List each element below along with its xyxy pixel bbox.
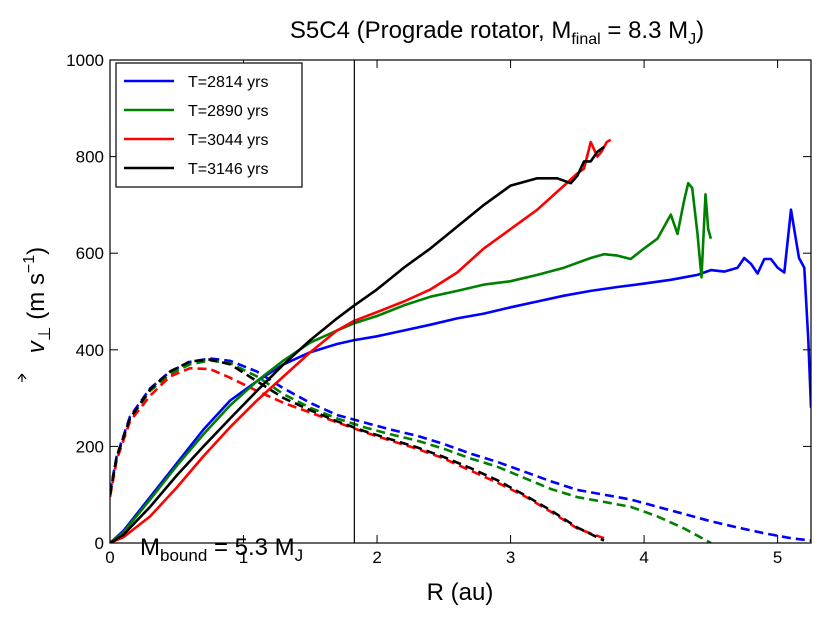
y-axis-label: v⊥ (m s−1) <box>21 247 54 353</box>
y-tick-label-0: 0 <box>95 534 104 553</box>
y-tick-label-1000: 1000 <box>66 51 104 70</box>
x-tick-label-3: 3 <box>506 548 515 567</box>
series-solid-1 <box>110 181 713 543</box>
legend-label-1: T=2890 yrs <box>188 103 268 120</box>
series-dashed-3 <box>110 358 605 542</box>
legend: T=2814 yrs T=2890 yrs T=3044 yrs T=3146 yrs <box>115 62 303 188</box>
series-layer <box>110 138 811 543</box>
bound-mass-annotation: Mbound = 5.3 MJ <box>140 534 303 565</box>
x-tick-label-4: 4 <box>639 548 648 567</box>
legend-box <box>115 62 303 188</box>
legend-label-0: T=2814 yrs <box>188 74 268 91</box>
y-tick-label-600: 600 <box>76 244 104 263</box>
y-tick-label-800: 800 <box>76 148 104 167</box>
series-solid-0 <box>110 208 811 543</box>
ticks-layer: 0 1 2 3 4 5 0 200 400 600 800 1000 <box>66 51 811 567</box>
x-tick-label-2: 2 <box>372 548 381 567</box>
x-tick-label-0: 0 <box>105 548 114 567</box>
x-axis-label: R (au) <box>427 579 494 606</box>
y-tick-label-400: 400 <box>76 341 104 360</box>
series-solid-3 <box>110 145 605 543</box>
chart-title: S5C4 (Prograde rotator, Mfinal = 8.3 MJ) <box>290 17 704 48</box>
series-dashed-1 <box>110 359 712 543</box>
y-tick-label-200: 200 <box>76 437 104 456</box>
series-solid-2 <box>110 138 612 543</box>
x-tick-label-5: 5 <box>773 548 782 567</box>
x-tick-label-1: 1 <box>239 548 248 567</box>
legend-label-2: T=3044 yrs <box>188 132 268 149</box>
series-dashed-2 <box>110 366 605 540</box>
legend-label-3: T=3146 yrs <box>188 161 268 178</box>
series-dashed-0 <box>110 357 811 542</box>
plot-frame <box>109 59 812 544</box>
y-axis-label-group: v⊥ (m s−1) <box>21 247 54 353</box>
vector-arrow <box>17 373 27 382</box>
